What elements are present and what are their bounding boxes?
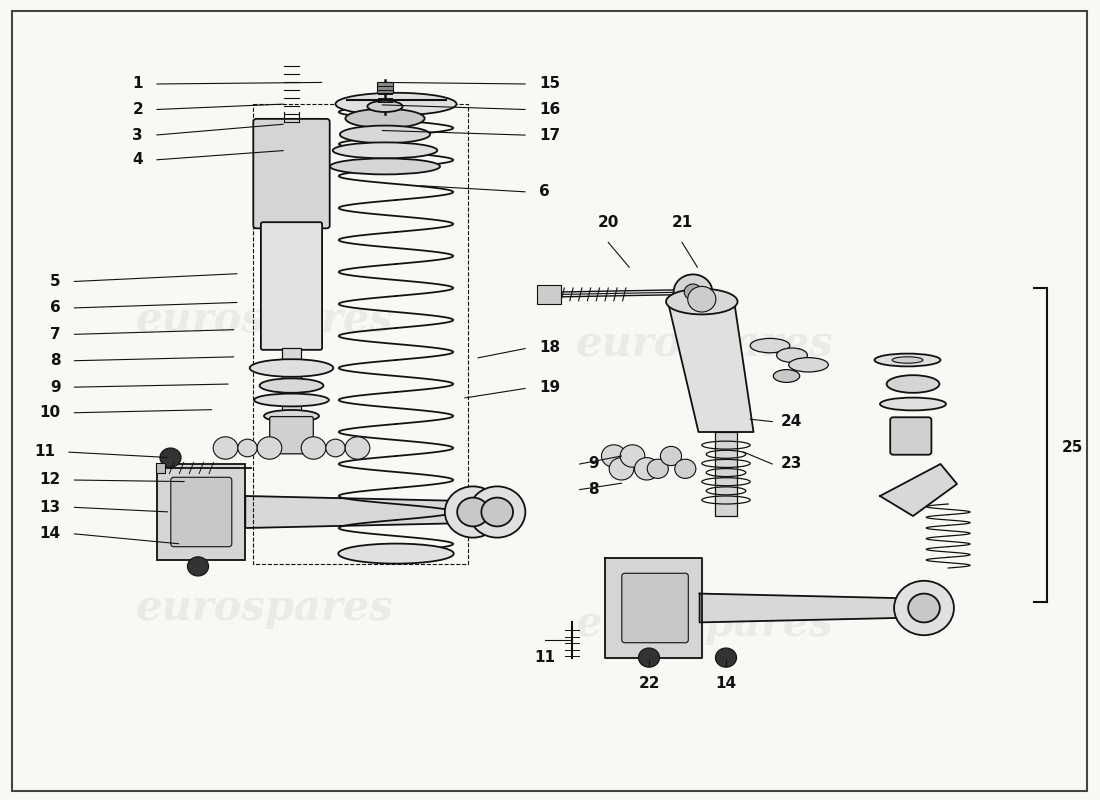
Text: 9: 9	[588, 457, 600, 471]
Text: 12: 12	[40, 473, 60, 487]
Ellipse shape	[345, 109, 425, 128]
FancyBboxPatch shape	[253, 119, 330, 228]
FancyBboxPatch shape	[170, 478, 232, 546]
Circle shape	[602, 445, 626, 467]
Polygon shape	[605, 558, 702, 658]
Text: eurospares: eurospares	[135, 587, 393, 629]
Circle shape	[160, 448, 182, 467]
Ellipse shape	[667, 289, 738, 314]
FancyBboxPatch shape	[621, 574, 689, 642]
Circle shape	[469, 486, 526, 538]
Text: 11: 11	[534, 650, 556, 665]
Circle shape	[688, 286, 716, 312]
Circle shape	[660, 446, 682, 466]
Circle shape	[345, 437, 370, 459]
Text: 20: 20	[597, 215, 619, 230]
Text: 11: 11	[34, 445, 55, 459]
Ellipse shape	[789, 358, 828, 372]
Text: 8: 8	[50, 354, 60, 368]
Ellipse shape	[874, 354, 940, 366]
Text: 24: 24	[781, 414, 802, 429]
Bar	[377, 82, 393, 93]
Text: 7: 7	[50, 327, 60, 342]
Text: 19: 19	[539, 381, 560, 395]
FancyBboxPatch shape	[270, 417, 314, 454]
Text: 1: 1	[132, 77, 143, 91]
Text: 6: 6	[539, 185, 550, 199]
Text: 8: 8	[588, 482, 600, 497]
Text: 5: 5	[50, 274, 60, 289]
Ellipse shape	[750, 338, 790, 353]
Ellipse shape	[773, 370, 800, 382]
Text: 14: 14	[40, 526, 60, 541]
Circle shape	[635, 458, 659, 480]
Text: eurospares: eurospares	[575, 323, 833, 365]
Text: eurospares: eurospares	[135, 299, 393, 341]
Text: eurospares: eurospares	[575, 603, 833, 645]
Text: 3: 3	[132, 128, 143, 142]
Text: 13: 13	[40, 500, 60, 514]
Bar	[156, 463, 165, 473]
Ellipse shape	[367, 101, 403, 112]
Circle shape	[213, 437, 238, 459]
Circle shape	[444, 486, 502, 538]
Text: 14: 14	[715, 676, 737, 691]
Circle shape	[684, 284, 702, 300]
Text: 17: 17	[539, 128, 560, 142]
Polygon shape	[245, 496, 462, 528]
Polygon shape	[669, 306, 754, 432]
Bar	[537, 285, 561, 304]
Circle shape	[620, 445, 645, 467]
Ellipse shape	[880, 398, 946, 410]
Ellipse shape	[330, 158, 440, 174]
Circle shape	[674, 459, 696, 478]
Circle shape	[326, 439, 345, 457]
Circle shape	[715, 648, 737, 667]
Ellipse shape	[336, 93, 456, 115]
Circle shape	[482, 498, 513, 526]
Bar	[282, 348, 301, 416]
Text: 25: 25	[1062, 441, 1082, 455]
Text: 21: 21	[671, 215, 693, 230]
Text: 23: 23	[781, 457, 802, 471]
Text: 4: 4	[132, 153, 143, 167]
Bar	[715, 432, 737, 516]
Text: 18: 18	[539, 341, 560, 355]
Text: 6: 6	[50, 301, 60, 315]
Circle shape	[187, 557, 209, 576]
Text: 2: 2	[132, 102, 143, 117]
Circle shape	[301, 437, 326, 459]
Ellipse shape	[777, 348, 807, 362]
Ellipse shape	[250, 359, 333, 377]
Circle shape	[609, 458, 634, 480]
Ellipse shape	[254, 394, 329, 406]
Polygon shape	[700, 594, 913, 622]
Circle shape	[673, 274, 713, 310]
Circle shape	[647, 459, 669, 478]
Text: 9: 9	[50, 380, 60, 394]
Text: 15: 15	[539, 77, 560, 91]
Circle shape	[638, 648, 660, 667]
Ellipse shape	[332, 142, 438, 158]
FancyBboxPatch shape	[890, 418, 932, 454]
Ellipse shape	[260, 378, 323, 393]
Ellipse shape	[339, 544, 453, 563]
Ellipse shape	[887, 375, 939, 393]
Circle shape	[458, 498, 488, 526]
FancyBboxPatch shape	[261, 222, 322, 350]
Text: 22: 22	[638, 676, 660, 691]
Circle shape	[257, 437, 282, 459]
Ellipse shape	[892, 357, 923, 363]
Polygon shape	[157, 464, 245, 560]
Circle shape	[909, 594, 939, 622]
Circle shape	[238, 439, 257, 457]
Ellipse shape	[264, 410, 319, 422]
Circle shape	[894, 581, 954, 635]
Polygon shape	[880, 464, 957, 516]
Text: 16: 16	[539, 102, 560, 117]
Text: 10: 10	[40, 406, 60, 420]
Ellipse shape	[340, 126, 430, 143]
